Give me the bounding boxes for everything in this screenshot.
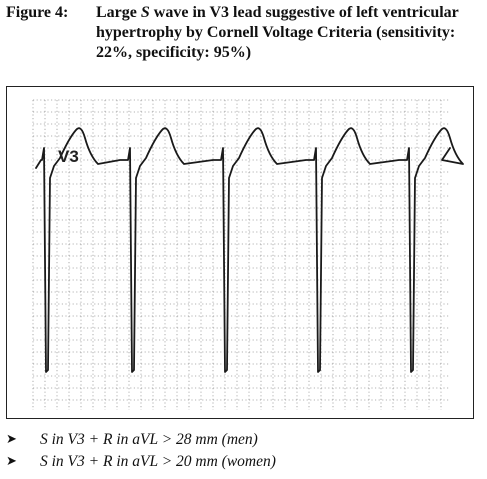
lead-label-v3: V3 xyxy=(58,147,79,166)
arrowhead-bullet-icon: ➤ xyxy=(6,432,17,447)
figure-label: Figure 4: xyxy=(6,4,69,21)
criteria-item: ➤ S in V3 + R in aVL > 20 mm (women) xyxy=(6,452,482,474)
ecg-trace-v3 xyxy=(35,127,464,373)
criteria-item-text: S in V3 + R in aVL > 28 mm (men) xyxy=(40,431,258,448)
caption-text: Large S wave in V3 lead suggestive of le… xyxy=(96,3,482,63)
ecg-grid xyxy=(32,99,450,410)
arrowhead-bullet-icon: ➤ xyxy=(6,454,17,469)
ecg-figure-frame xyxy=(6,86,474,419)
criteria-item: ➤ S in V3 + R in aVL > 28 mm (men) xyxy=(6,430,482,452)
caption-text-after: wave in V3 lead suggestive of left ventr… xyxy=(96,4,459,61)
criteria-list: ➤ S in V3 + R in aVL > 28 mm (men) ➤ S i… xyxy=(6,430,482,474)
caption-text-italic: S xyxy=(140,4,150,21)
criteria-item-text: S in V3 + R in aVL > 20 mm (women) xyxy=(40,453,276,470)
caption-text-before: Large xyxy=(96,4,141,21)
